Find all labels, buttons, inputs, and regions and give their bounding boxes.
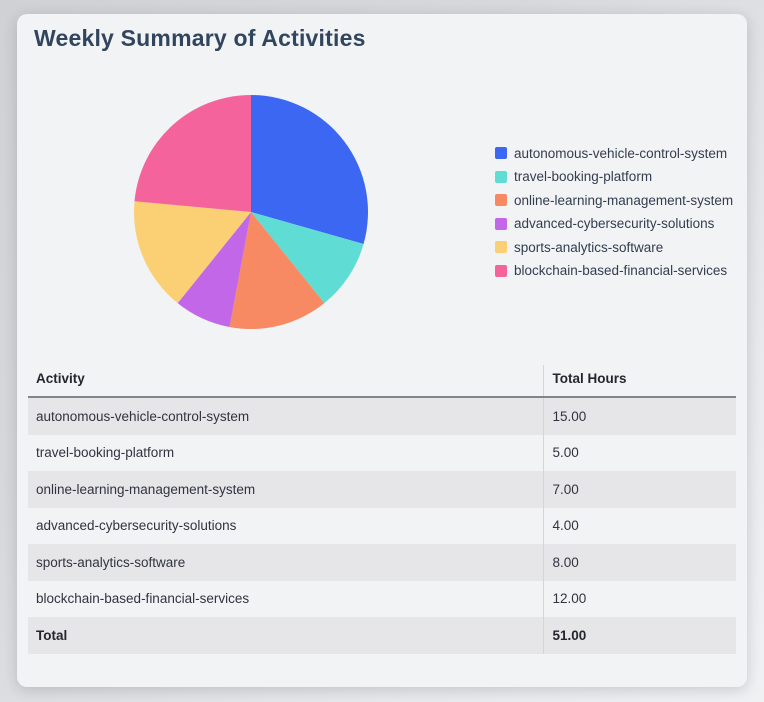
total-hours-cell: 51.00	[542, 617, 736, 654]
table-row: sports-analytics-software 8.00	[28, 544, 736, 581]
legend-item: autonomous-vehicle-control-system	[495, 145, 733, 161]
hours-cell: 7.00	[542, 471, 736, 508]
hours-cell: 4.00	[542, 507, 736, 544]
pie-slice-advanced-cybersecurity-solutions	[177, 212, 251, 328]
activity-cell: blockchain-based-financial-services	[36, 591, 250, 607]
chart-legend: autonomous-vehicle-control-system travel-…	[495, 146, 733, 278]
table-row: blockchain-based-financial-services 12.00	[28, 580, 736, 617]
pie-slice-autonomous-vehicle-control-system	[251, 95, 368, 245]
activity-cell: online-learning-management-system	[28, 471, 543, 508]
table-row: travel-booking-platform 5.00	[28, 434, 736, 471]
pie-slice-sports-analytics-software	[134, 201, 251, 304]
legend-item: sports-analytics-software	[495, 239, 733, 255]
legend-swatch-icon	[495, 170, 507, 183]
legend-label: autonomous-vehicle-control-system	[514, 145, 728, 161]
summary-card: Weekly Summary of Activities autonomous-…	[17, 14, 747, 687]
column-header-total-hours: Total Hours	[542, 365, 736, 398]
table-header-row: Activity Total Hours	[28, 365, 736, 398]
activity-cell: advanced-cybersecurity-solutions	[36, 518, 237, 534]
legend-label: travel-booking-platform	[514, 169, 653, 184]
page-title: Weekly Summary of Activities	[34, 25, 366, 51]
legend-swatch-icon	[495, 217, 507, 230]
activities-table: Activity Total Hours autonomous-vehicle-…	[28, 365, 736, 654]
legend-swatch-icon	[495, 241, 507, 253]
legend-label: advanced-cybersecurity-solutions	[514, 216, 715, 231]
legend-item: blockchain-based-financial-services	[495, 263, 733, 278]
table-row: autonomous-vehicle-control-system 15.00	[28, 397, 736, 435]
table-row: online-learning-management-system 7.00	[28, 471, 736, 508]
legend-label: online-learning-management-system	[514, 192, 734, 208]
legend-item: advanced-cybersecurity-solutions	[495, 216, 733, 231]
pie-chart	[134, 95, 368, 329]
legend-swatch-icon	[495, 264, 507, 277]
legend-item: travel-booking-platform	[495, 169, 733, 184]
hours-cell: 5.00	[542, 434, 736, 471]
activity-cell: sports-analytics-software	[28, 544, 543, 581]
hours-cell: 12.00	[542, 580, 736, 617]
legend-swatch-icon	[495, 194, 507, 206]
hours-cell: 15.00	[542, 397, 736, 435]
total-label-cell: Total	[28, 617, 543, 654]
legend-swatch-icon	[495, 147, 507, 159]
pie-slice-travel-booking-platform	[251, 212, 364, 304]
activities-table-container: Activity Total Hours autonomous-vehicle-…	[28, 365, 736, 654]
table-total-row: Total 51.00	[28, 617, 736, 654]
pie-slice-online-learning-management-system	[229, 212, 325, 329]
column-header-activity: Activity	[28, 365, 543, 398]
hours-cell: 8.00	[542, 544, 736, 581]
pie-slice-blockchain-based-financial-services	[134, 95, 251, 212]
table-row: advanced-cybersecurity-solutions 4.00	[28, 507, 736, 544]
legend-item: online-learning-management-system	[495, 192, 734, 208]
activity-cell: autonomous-vehicle-control-system	[28, 397, 543, 435]
legend-label: sports-analytics-software	[514, 239, 664, 255]
legend-label: blockchain-based-financial-services	[514, 263, 728, 278]
activity-cell: travel-booking-platform	[36, 445, 175, 461]
